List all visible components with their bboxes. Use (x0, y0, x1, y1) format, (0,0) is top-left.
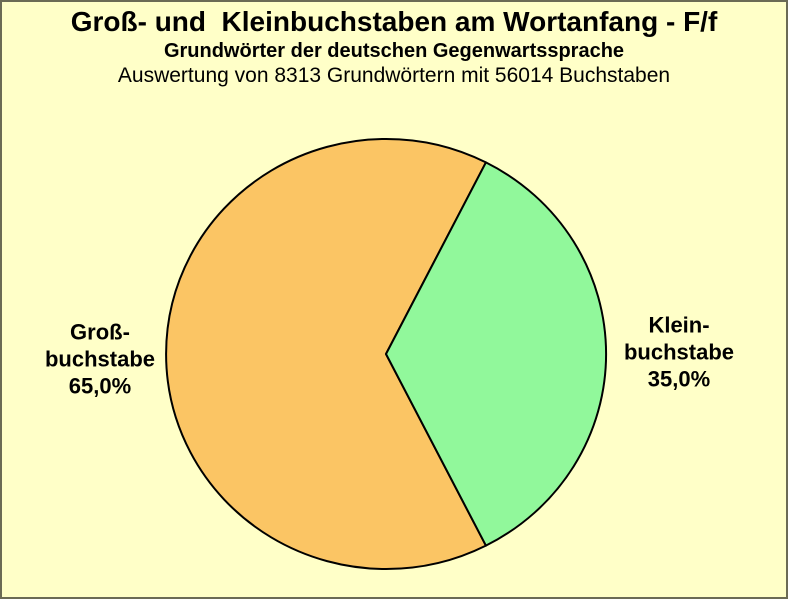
pie-slice-kleinbuchstabe (385, 161, 608, 547)
pie-label-line: buchstabe (623, 339, 735, 365)
pie-label-value: 65,0% (68, 373, 132, 399)
pie-label-value: 35,0% (647, 366, 711, 392)
pie-label-line: buchstabe (44, 346, 156, 372)
chart-subtitle: Grundwörter der deutschen Gegenwartsspra… (163, 40, 625, 62)
pie-label-grossbuchstabe: Groß- buchstabe 65,0% (45, 319, 155, 400)
pie-slice-großbuchstabe (165, 138, 487, 570)
pie-label-line: Klein- (648, 312, 710, 338)
pie-label-line: Groß- (70, 319, 130, 345)
pie-label-kleinbuchstabe: Klein- buchstabe 35,0% (624, 312, 734, 393)
chart-title: Groß- und Kleinbuchstaben am Wortanfang … (70, 6, 718, 37)
chart-note: Auswertung von 8313 Grundwörtern mit 560… (117, 64, 671, 87)
